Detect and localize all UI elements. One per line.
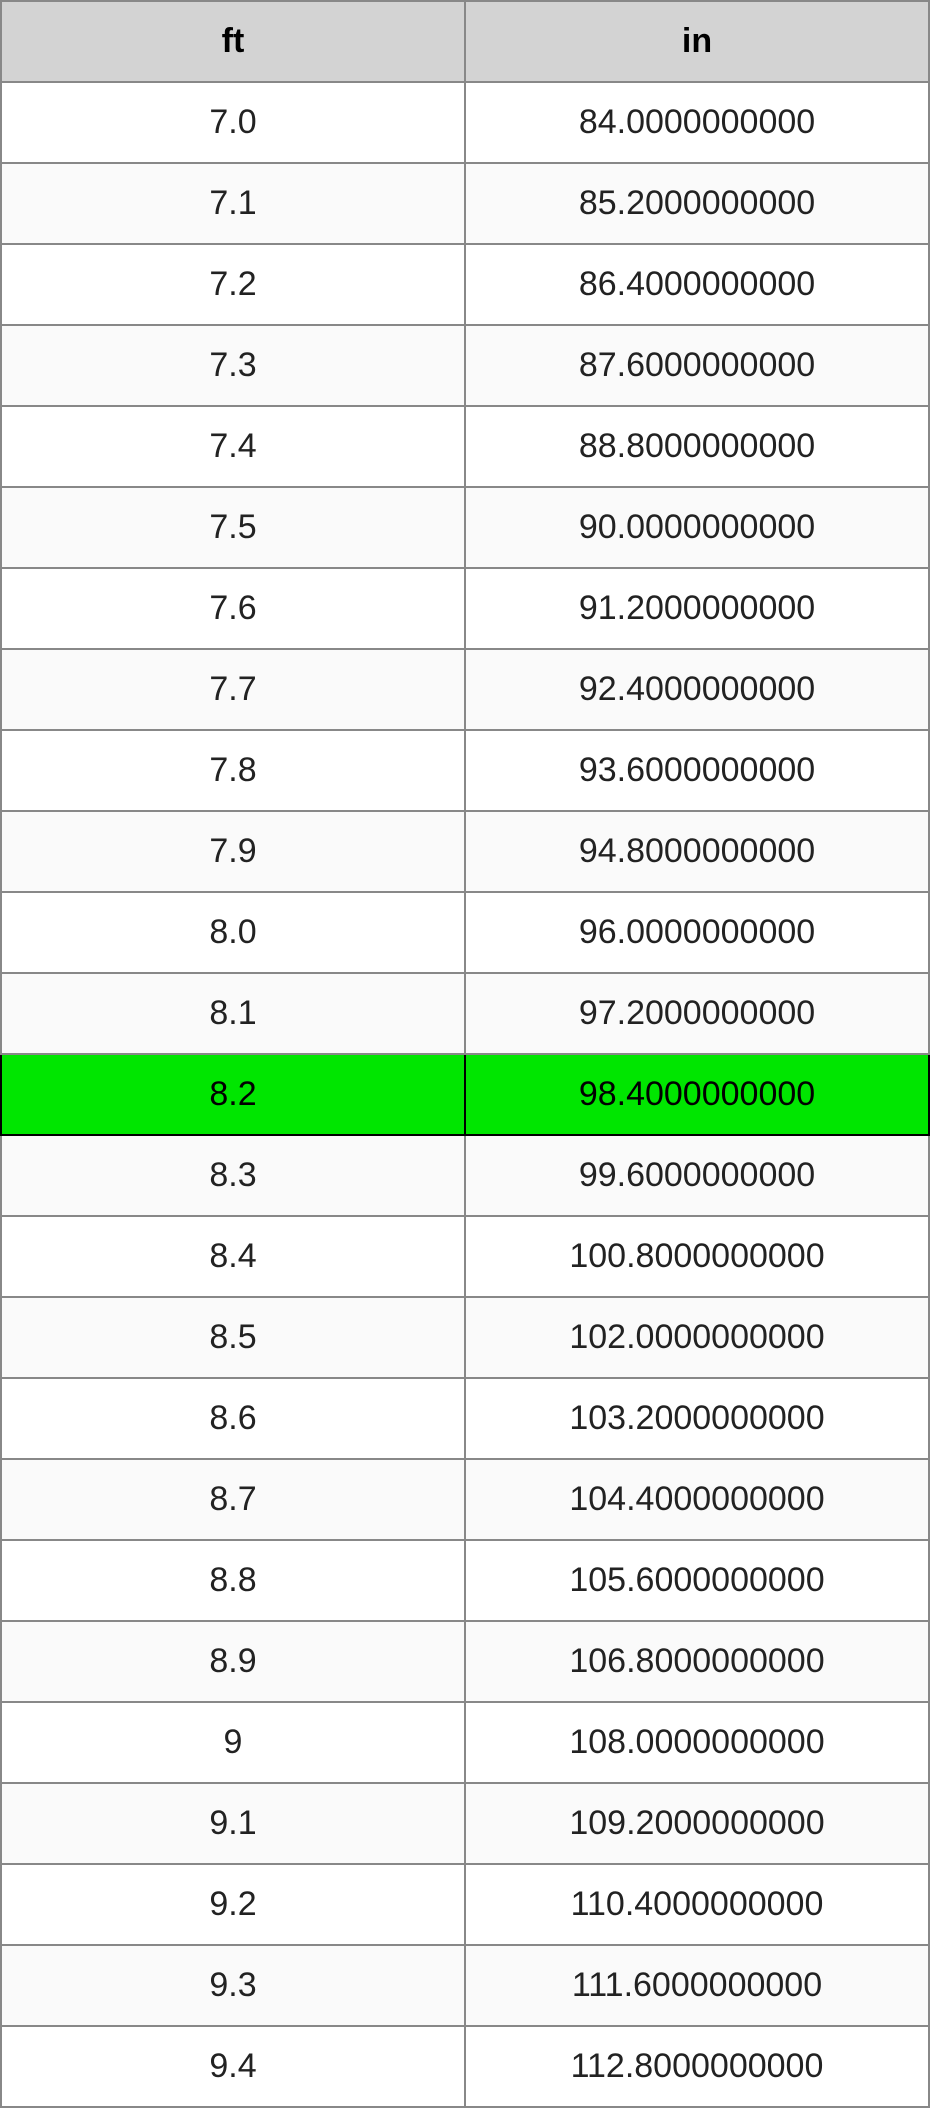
table-row: 8.8105.6000000000 [1,1540,929,1621]
cell-ft: 7.8 [1,730,465,811]
cell-ft: 7.5 [1,487,465,568]
cell-ft: 9.2 [1,1864,465,1945]
cell-ft: 7.4 [1,406,465,487]
cell-in: 85.2000000000 [465,163,929,244]
cell-ft: 8.8 [1,1540,465,1621]
cell-in: 102.0000000000 [465,1297,929,1378]
table-row: 7.994.8000000000 [1,811,929,892]
column-header-in: in [465,1,929,82]
cell-in: 104.4000000000 [465,1459,929,1540]
table-row: 7.792.4000000000 [1,649,929,730]
cell-in: 112.8000000000 [465,2026,929,2107]
cell-in: 110.4000000000 [465,1864,929,1945]
cell-in: 98.4000000000 [465,1054,929,1135]
cell-in: 96.0000000000 [465,892,929,973]
cell-ft: 8.1 [1,973,465,1054]
cell-in: 88.8000000000 [465,406,929,487]
table-row: 8.197.2000000000 [1,973,929,1054]
table-row: 8.7104.4000000000 [1,1459,929,1540]
cell-in: 94.8000000000 [465,811,929,892]
cell-ft: 8.7 [1,1459,465,1540]
cell-in: 97.2000000000 [465,973,929,1054]
table-row: 7.893.6000000000 [1,730,929,811]
table-row: 8.096.0000000000 [1,892,929,973]
cell-ft: 7.1 [1,163,465,244]
table-row: 7.286.4000000000 [1,244,929,325]
table-row: 9.3111.6000000000 [1,1945,929,2026]
cell-ft: 7.9 [1,811,465,892]
table-row: 7.691.2000000000 [1,568,929,649]
conversion-table-container: ft in 7.084.00000000007.185.20000000007.… [0,0,930,2108]
cell-ft: 7.7 [1,649,465,730]
cell-in: 105.6000000000 [465,1540,929,1621]
cell-ft: 8.9 [1,1621,465,1702]
cell-ft: 8.5 [1,1297,465,1378]
cell-in: 111.6000000000 [465,1945,929,2026]
table-row: 9108.0000000000 [1,1702,929,1783]
cell-in: 99.6000000000 [465,1135,929,1216]
column-header-ft: ft [1,1,465,82]
table-row: 9.4112.8000000000 [1,2026,929,2107]
cell-in: 90.0000000000 [465,487,929,568]
table-row: 7.590.0000000000 [1,487,929,568]
cell-in: 86.4000000000 [465,244,929,325]
cell-in: 92.4000000000 [465,649,929,730]
cell-ft: 8.0 [1,892,465,973]
cell-ft: 7.0 [1,82,465,163]
table-body: 7.084.00000000007.185.20000000007.286.40… [1,82,929,2107]
cell-in: 106.8000000000 [465,1621,929,1702]
table-row: 8.399.6000000000 [1,1135,929,1216]
table-header-row: ft in [1,1,929,82]
cell-in: 103.2000000000 [465,1378,929,1459]
cell-in: 108.0000000000 [465,1702,929,1783]
cell-ft: 7.3 [1,325,465,406]
cell-in: 84.0000000000 [465,82,929,163]
table-row: 8.5102.0000000000 [1,1297,929,1378]
table-row: 7.084.0000000000 [1,82,929,163]
cell-ft: 9.1 [1,1783,465,1864]
table-row: 8.298.4000000000 [1,1054,929,1135]
table-row: 7.488.8000000000 [1,406,929,487]
cell-ft: 9 [1,1702,465,1783]
conversion-table: ft in 7.084.00000000007.185.20000000007.… [0,0,930,2108]
cell-ft: 8.3 [1,1135,465,1216]
table-row: 9.1109.2000000000 [1,1783,929,1864]
cell-in: 109.2000000000 [465,1783,929,1864]
cell-in: 100.8000000000 [465,1216,929,1297]
cell-ft: 9.4 [1,2026,465,2107]
cell-ft: 8.2 [1,1054,465,1135]
cell-ft: 7.2 [1,244,465,325]
cell-ft: 7.6 [1,568,465,649]
table-row: 8.4100.8000000000 [1,1216,929,1297]
table-row: 7.387.6000000000 [1,325,929,406]
cell-in: 93.6000000000 [465,730,929,811]
cell-ft: 8.4 [1,1216,465,1297]
table-row: 8.9106.8000000000 [1,1621,929,1702]
table-row: 9.2110.4000000000 [1,1864,929,1945]
cell-ft: 8.6 [1,1378,465,1459]
cell-ft: 9.3 [1,1945,465,2026]
table-row: 7.185.2000000000 [1,163,929,244]
cell-in: 87.6000000000 [465,325,929,406]
cell-in: 91.2000000000 [465,568,929,649]
table-row: 8.6103.2000000000 [1,1378,929,1459]
